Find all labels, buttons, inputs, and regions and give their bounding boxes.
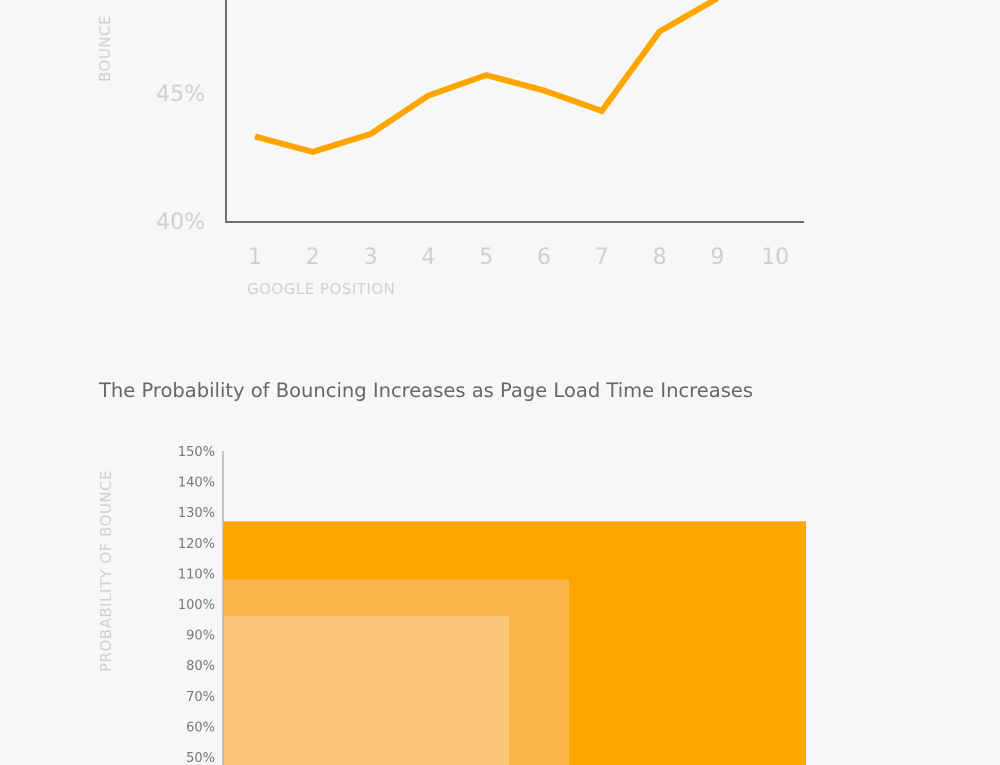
y-tick-label: 130% xyxy=(178,506,215,521)
y-tick-label: 70% xyxy=(186,690,215,705)
y-tick-label: 150% xyxy=(178,445,215,460)
x-tick-label: 8 xyxy=(653,245,667,270)
x-tick-label: 10 xyxy=(761,245,789,270)
y-tick-label: 60% xyxy=(186,720,215,735)
x-tick-label: 1 xyxy=(248,245,262,270)
x-tick-label: 9 xyxy=(710,245,724,270)
x-tick-label: 6 xyxy=(537,245,551,270)
x-tick-label: 2 xyxy=(306,245,320,270)
y-tick-label: 50% xyxy=(186,751,215,765)
y-tick-label: 40% xyxy=(156,210,205,235)
y-tick-label: 100% xyxy=(178,598,215,613)
y-tick-label: 45% xyxy=(156,82,205,107)
y-tick-label: 110% xyxy=(178,567,215,582)
y-tick-label: 140% xyxy=(178,476,215,491)
x-tick-label: 7 xyxy=(595,245,609,270)
x-tick-label: 5 xyxy=(479,245,493,270)
chart-title: The Probability of Bouncing Increases as… xyxy=(98,379,753,402)
bounce-by-position-chart: BOUNCE GOOGLE POSITION 40% 45% 1 2 3 4 5 6 7 8 9 10 xyxy=(96,0,804,298)
y-tick-label: 90% xyxy=(186,629,215,644)
series-line xyxy=(254,0,719,156)
y-tick-label: 80% xyxy=(186,659,215,674)
y-axis-label: PROBABILITY OF BOUNCE xyxy=(97,470,115,672)
x-tick-label: 4 xyxy=(421,245,435,270)
bounce-by-load-time-chart: The Probability of Bouncing Increases as… xyxy=(97,379,806,765)
y-tick-label: 120% xyxy=(178,537,215,552)
area-block xyxy=(223,616,509,765)
x-tick-label: 3 xyxy=(364,245,378,270)
y-axis-label: BOUNCE xyxy=(96,15,114,82)
x-axis-label: GOOGLE POSITION xyxy=(247,280,395,298)
